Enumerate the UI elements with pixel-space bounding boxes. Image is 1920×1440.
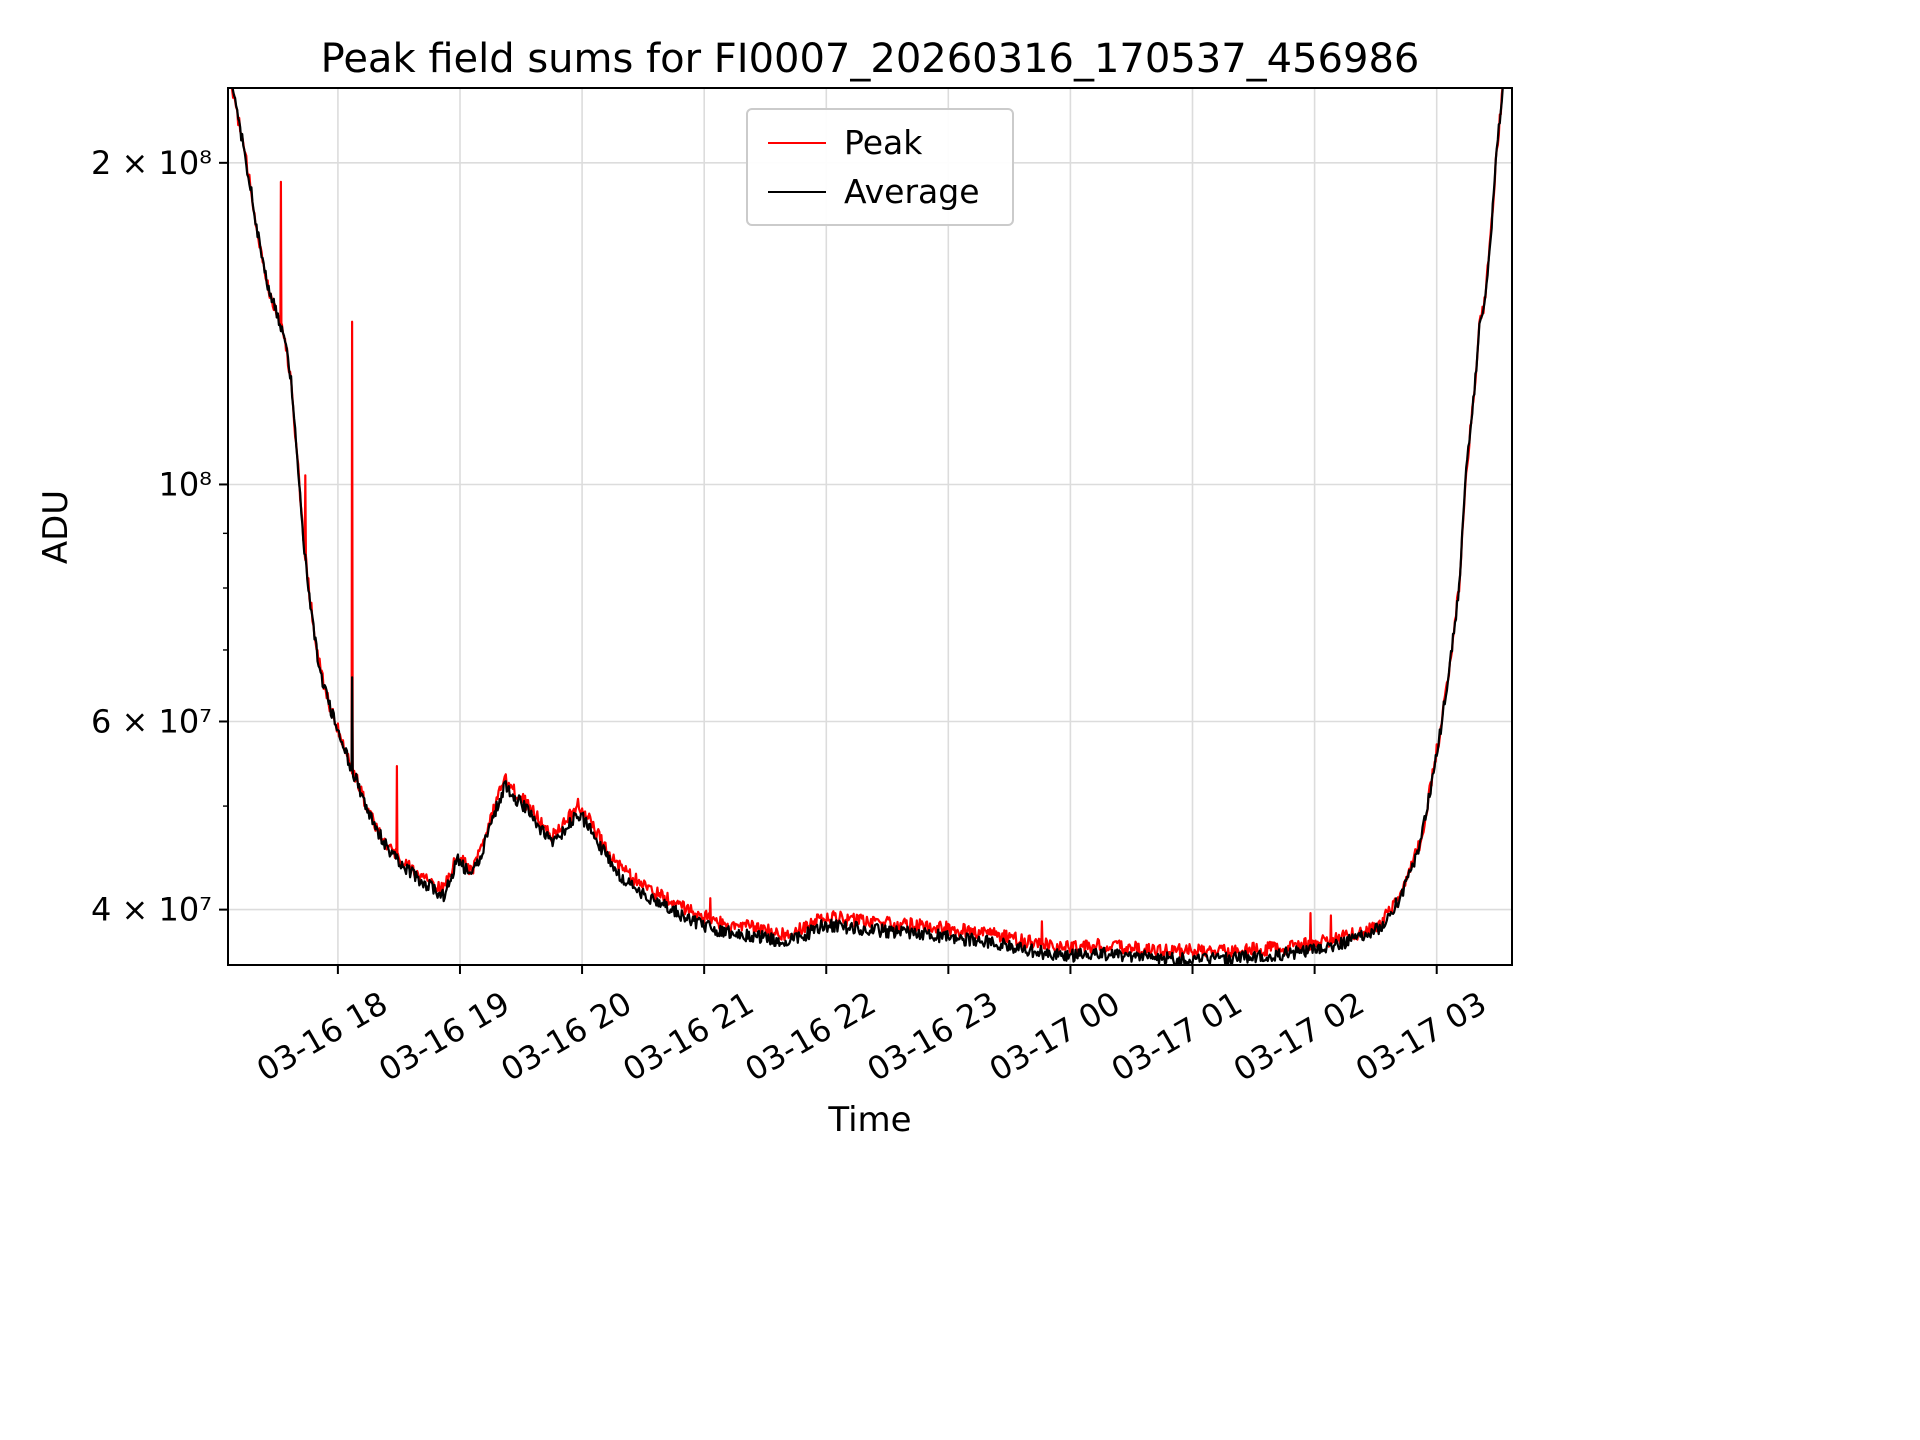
x-tick-label: 03-16 21 <box>617 984 761 1089</box>
peak-line-swatch-icon <box>768 141 826 144</box>
x-axis-label: Time <box>828 1100 912 1140</box>
legend: Peak Average <box>746 108 1014 226</box>
x-tick-label: 03-17 00 <box>983 984 1127 1089</box>
legend-entry-peak: Peak <box>768 126 1012 159</box>
y-tick-label: 10⁸ <box>158 465 212 503</box>
x-tick-label: 03-16 18 <box>250 984 394 1089</box>
y-axis-label: ADU <box>36 489 76 565</box>
average-line-swatch-icon <box>768 190 826 193</box>
x-tick-label: 03-17 02 <box>1227 984 1371 1089</box>
series-line-average <box>231 88 1504 965</box>
x-tick-label: 03-17 03 <box>1349 984 1493 1089</box>
legend-entry-average: Average <box>768 175 1012 208</box>
y-tick-label: 6 × 10⁷ <box>91 702 212 740</box>
chart-title: Peak field sums for FI0007_20260316_1705… <box>320 36 1420 82</box>
x-tick-label: 03-16 22 <box>739 984 883 1089</box>
legend-label-peak: Peak <box>844 123 923 162</box>
x-tick-label: 03-16 23 <box>861 984 1005 1089</box>
y-tick-label: 2 × 10⁸ <box>91 144 212 182</box>
legend-label-average: Average <box>844 172 980 211</box>
x-tick-label: 03-17 01 <box>1105 984 1249 1089</box>
y-tick-label: 4 × 10⁷ <box>91 891 212 929</box>
x-tick-label: 03-16 19 <box>372 984 516 1089</box>
x-tick-label: 03-16 20 <box>494 984 638 1089</box>
